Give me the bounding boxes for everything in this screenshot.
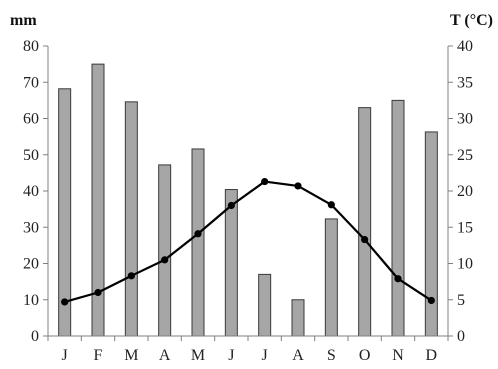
precipitation-bar [391, 99, 405, 337]
left-tick-label: 50 [23, 147, 39, 164]
right-axis-title: T (°C) [450, 12, 493, 29]
precipitation-bars [58, 63, 438, 337]
left-tick-label: 20 [23, 256, 39, 273]
temperature-line [64, 180, 432, 303]
precipitation-bar [158, 164, 172, 337]
month-label: J [62, 347, 68, 364]
month-label: J [228, 347, 234, 364]
temperature-point [127, 272, 135, 280]
precipitation-bar [324, 218, 338, 337]
left-tick-label: 40 [23, 183, 39, 200]
month-label: A [159, 347, 171, 364]
right-tick-label: 15 [457, 219, 473, 236]
left-tick-label: 30 [23, 219, 39, 236]
precipitation-bar [191, 148, 205, 337]
precipitation-bar [424, 131, 438, 337]
temperature-point [161, 256, 169, 264]
month-label: O [359, 347, 371, 364]
temperature-point [327, 201, 335, 209]
right-tick-label: 20 [457, 183, 473, 200]
temperature-point [427, 296, 435, 305]
left-tick-label: 60 [23, 111, 39, 128]
axes [43, 45, 453, 341]
temperature-point [194, 230, 202, 238]
temperature-point [94, 288, 102, 297]
month-label: F [94, 347, 103, 364]
left-tick-label: 0 [31, 328, 39, 345]
temperature-point [261, 177, 269, 186]
right-tick-label: 0 [457, 328, 465, 345]
right-tick-label: 25 [457, 147, 473, 164]
month-label: M [124, 347, 138, 364]
temperature-line-group [61, 177, 435, 306]
precipitation-bar [258, 273, 272, 337]
right-tick-label: 30 [457, 111, 473, 128]
right-tick-label: 40 [457, 38, 473, 55]
tick-labels: 0 10 20 30 40 50 60 70 80 0 5 10 15 20 25 30 35 40 J F M A M J J… [23, 38, 473, 364]
precipitation-bar [291, 299, 305, 337]
precipitation-bar [124, 101, 138, 337]
temperature-point [61, 298, 69, 306]
left-tick-label: 10 [23, 292, 39, 309]
month-label: M [191, 347, 205, 364]
month-label: A [292, 347, 304, 364]
temperature-point [394, 275, 402, 283]
right-tick-label: 35 [457, 74, 473, 91]
temperature-point [227, 201, 235, 210]
month-label: N [392, 347, 404, 364]
precipitation-bar [358, 107, 372, 337]
temperature-point [294, 182, 302, 190]
right-tick-label: 10 [457, 256, 473, 273]
month-label: S [327, 347, 336, 364]
month-label: D [426, 347, 438, 364]
left-tick-label: 80 [23, 38, 39, 55]
left-axis-title: mm [10, 12, 37, 29]
month-label: J [262, 347, 268, 364]
precipitation-bar [224, 189, 238, 337]
temperature-point [361, 235, 369, 244]
right-tick-label: 5 [457, 292, 465, 309]
left-tick-label: 70 [23, 74, 39, 91]
